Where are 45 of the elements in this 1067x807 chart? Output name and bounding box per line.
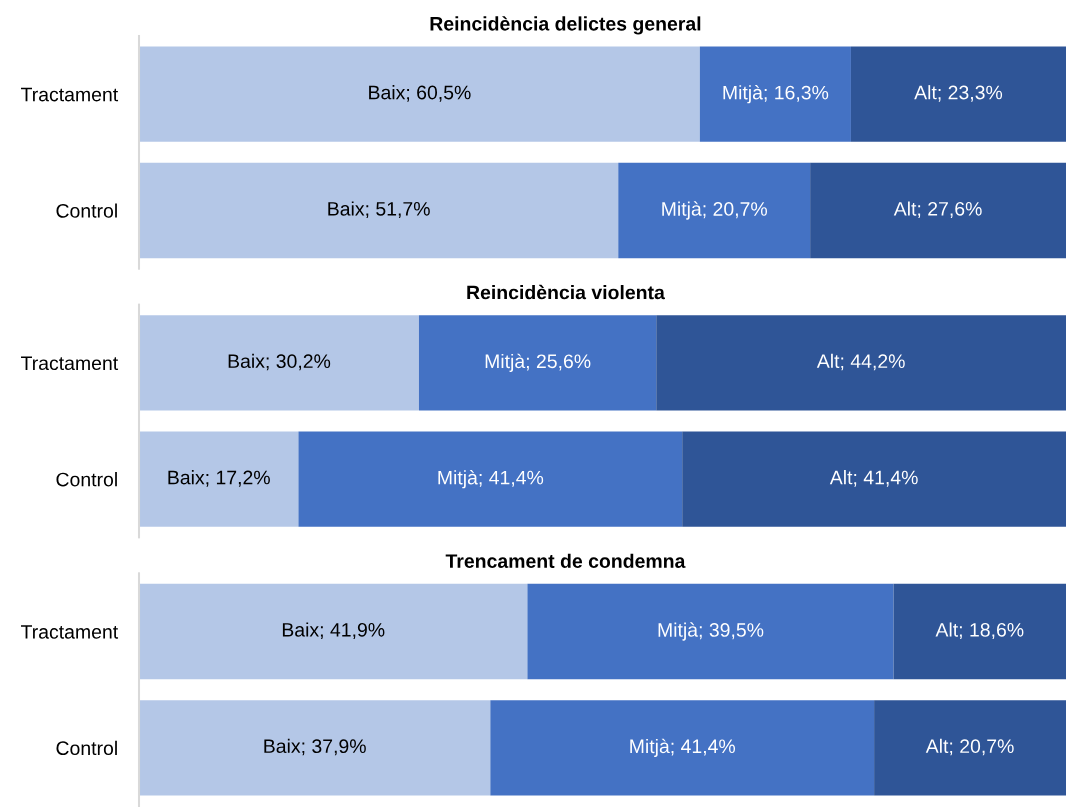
bar (298, 431, 683, 527)
bar (656, 315, 1066, 411)
bar (682, 431, 1066, 527)
bar (418, 315, 657, 411)
chart-title: Reincidència violenta (467, 284, 665, 300)
y-tick-label: Control (56, 203, 117, 218)
bar (850, 46, 1066, 142)
chart-title: Reincidència delictes general (430, 16, 701, 35)
data-label: Mitjà; 39,5% (658, 622, 764, 641)
data-label: Baix; 41,9% (282, 622, 385, 640)
bar (139, 431, 299, 527)
data-label: Baix; 51,7% (328, 201, 430, 219)
bar (490, 700, 875, 796)
bar (527, 583, 894, 680)
bar (139, 583, 528, 680)
data-label: Mitjà; 41,4% (630, 738, 736, 758)
data-label: Mitjà; 41,4% (438, 469, 544, 489)
data-label: Baix; 37,9% (264, 738, 366, 756)
y-tick-label: Control (56, 740, 117, 756)
y-tick-label: Tractament (21, 356, 119, 371)
bar (810, 162, 1066, 259)
bar (893, 583, 1066, 680)
data-label: Baix; 60,5% (369, 85, 471, 102)
bar (139, 162, 619, 259)
y-tick-label: Control (56, 472, 117, 487)
data-label: Alt; 27,6% (893, 201, 982, 219)
chart-title: Trencament de condemna (445, 553, 686, 568)
data-label: Mitjà; 20,7% (662, 201, 768, 220)
data-label: Alt; 18,6% (935, 622, 1024, 640)
bar (139, 315, 419, 411)
data-label: Alt; 23,3% (914, 85, 1003, 102)
bar (618, 162, 811, 259)
y-tick-label: Tractament (21, 625, 119, 639)
data-label: Mitjà; 16,3% (723, 84, 829, 104)
data-label: Mitjà; 25,6% (485, 353, 591, 373)
bar (699, 46, 851, 142)
data-label: Alt; 20,7% (925, 738, 1014, 756)
data-label: Alt; 44,2% (816, 353, 905, 371)
data-label: Baix; 30,2% (228, 353, 331, 371)
data-label: Alt; 41,4% (829, 470, 918, 487)
bar (874, 700, 1066, 796)
bar (139, 46, 700, 142)
data-label: Baix; 17,2% (168, 470, 270, 487)
y-tick-label: Tractament (21, 87, 119, 102)
bar (139, 700, 491, 796)
